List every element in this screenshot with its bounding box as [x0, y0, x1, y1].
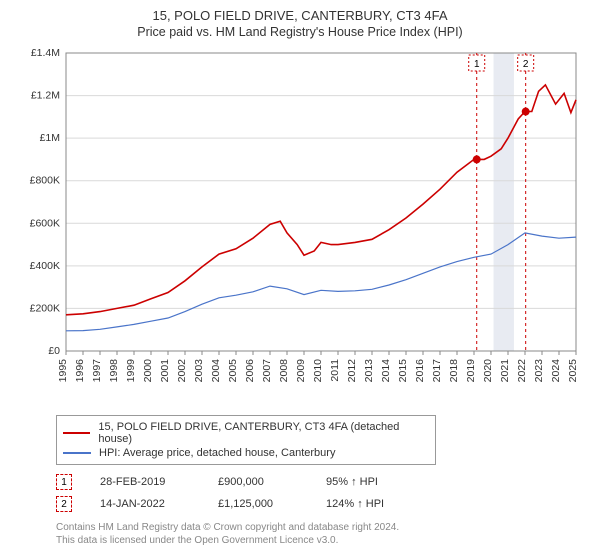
svg-text:1996: 1996 [74, 359, 86, 383]
svg-text:2011: 2011 [329, 359, 341, 382]
svg-text:2: 2 [523, 59, 529, 70]
legend-label: HPI: Average price, detached house, Cant… [99, 447, 335, 459]
svg-text:2002: 2002 [176, 359, 188, 383]
svg-text:1997: 1997 [91, 359, 103, 383]
svg-text:£400K: £400K [30, 260, 60, 272]
svg-text:£1.4M: £1.4M [31, 47, 60, 59]
svg-text:2025: 2025 [567, 359, 579, 383]
svg-text:1999: 1999 [125, 359, 137, 383]
svg-text:2007: 2007 [261, 359, 273, 383]
sale-hpi: 124% ↑ HPI [326, 498, 416, 510]
svg-text:2020: 2020 [482, 359, 494, 383]
sale-date: 28-FEB-2019 [100, 476, 190, 488]
price-chart: £0 £200K £400K £600K £800K £1M £1.2M £1.4M 1995 1… [12, 45, 588, 405]
chart-svg: £0 £200K £400K £600K £800K £1M £1.2M £1.4M 1995 1… [12, 45, 588, 405]
svg-text:2003: 2003 [193, 359, 205, 383]
svg-text:1998: 1998 [108, 359, 120, 383]
legend-swatch [63, 432, 90, 434]
sales-table: 1 28-FEB-2019 £900,000 95% ↑ HPI 2 14-JA… [56, 471, 588, 515]
svg-text:2008: 2008 [278, 359, 290, 383]
sale-marker-box: 1 [56, 474, 72, 490]
svg-text:£800K: £800K [30, 175, 60, 187]
svg-text:2012: 2012 [346, 359, 358, 383]
legend-row: 15, POLO FIELD DRIVE, CANTERBURY, CT3 4F… [63, 420, 429, 446]
title-line-2: Price paid vs. HM Land Registry's House … [12, 25, 588, 39]
sale-price: £1,125,000 [218, 498, 298, 510]
svg-text:£0: £0 [48, 345, 60, 357]
svg-text:2022: 2022 [516, 359, 528, 383]
svg-text:2021: 2021 [499, 359, 511, 383]
title-line-1: 15, POLO FIELD DRIVE, CANTERBURY, CT3 4F… [12, 8, 588, 23]
legend-swatch [63, 452, 91, 454]
svg-text:2019: 2019 [465, 359, 477, 383]
sale-row: 2 14-JAN-2022 £1,125,000 124% ↑ HPI [56, 493, 588, 515]
svg-text:£1M: £1M [40, 132, 60, 144]
footer-line-1: Contains HM Land Registry data © Crown c… [56, 521, 588, 534]
sale-date: 14-JAN-2022 [100, 498, 190, 510]
sale-row: 1 28-FEB-2019 £900,000 95% ↑ HPI [56, 471, 588, 493]
svg-text:£1.2M: £1.2M [31, 90, 60, 102]
svg-text:1: 1 [474, 59, 480, 70]
svg-text:2005: 2005 [227, 359, 239, 383]
svg-text:2009: 2009 [295, 359, 307, 383]
svg-text:1995: 1995 [57, 359, 69, 383]
svg-text:2014: 2014 [380, 359, 392, 383]
svg-text:2001: 2001 [159, 359, 171, 383]
svg-text:2018: 2018 [448, 359, 460, 383]
footer-line-2: This data is licensed under the Open Gov… [56, 534, 588, 547]
sale-marker-box: 2 [56, 496, 72, 512]
svg-text:2004: 2004 [210, 359, 222, 383]
svg-text:£600K: £600K [30, 217, 60, 229]
chart-container: 15, POLO FIELD DRIVE, CANTERBURY, CT3 4F… [0, 0, 600, 551]
sale-price: £900,000 [218, 476, 298, 488]
svg-text:2010: 2010 [312, 359, 324, 383]
legend-label: 15, POLO FIELD DRIVE, CANTERBURY, CT3 4F… [98, 421, 429, 445]
svg-text:2023: 2023 [533, 359, 545, 383]
svg-text:2013: 2013 [363, 359, 375, 383]
svg-text:2024: 2024 [550, 359, 562, 383]
legend-row: HPI: Average price, detached house, Cant… [63, 446, 429, 460]
svg-text:2017: 2017 [431, 359, 443, 383]
footer: Contains HM Land Registry data © Crown c… [56, 521, 588, 547]
svg-text:£200K: £200K [30, 302, 60, 314]
legend: 15, POLO FIELD DRIVE, CANTERBURY, CT3 4F… [56, 415, 436, 465]
svg-text:2015: 2015 [397, 359, 409, 383]
svg-text:2000: 2000 [142, 359, 154, 383]
svg-text:2006: 2006 [244, 359, 256, 383]
sale-hpi: 95% ↑ HPI [326, 476, 416, 488]
svg-text:2016: 2016 [414, 359, 426, 383]
